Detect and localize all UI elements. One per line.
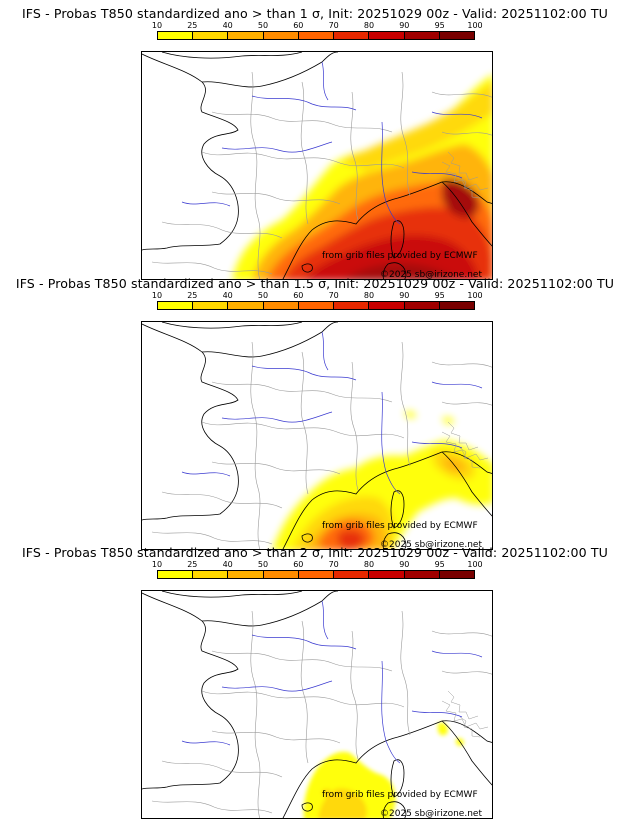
legend-tick: 95	[434, 560, 445, 569]
legend-swatch	[193, 32, 229, 39]
legend-swatch	[334, 571, 370, 578]
legend-tick: 100	[467, 291, 483, 300]
legend-swatch	[334, 32, 370, 39]
copyright-credit: ©2025 sb@irizone.net	[380, 809, 482, 819]
color-legend: 10 25 40 50 60 70 80 90 95 100	[152, 21, 483, 49]
panel-title: IFS - Probas T850 standardized ano > tha…	[21, 6, 608, 21]
legend-swatch	[404, 302, 440, 309]
legend-tick: 40	[222, 21, 233, 30]
legend-tick: 60	[293, 291, 304, 300]
legend-swatch	[193, 302, 229, 309]
legend-tick: 50	[257, 291, 269, 300]
legend-swatch	[298, 571, 335, 578]
copyright-credit: ©2025 sb@irizone.net	[380, 270, 482, 280]
panel-sigma-2: IFS - Probas T850 standardized ano > tha…	[0, 543, 630, 819]
legend-swatch	[263, 302, 299, 309]
legend-tick: 25	[187, 560, 198, 569]
legend-swatch	[404, 571, 440, 578]
legend-color-bar	[157, 31, 475, 40]
legend-color-bar	[157, 570, 475, 579]
legend-tick: 60	[293, 560, 304, 569]
legend-swatch	[228, 32, 264, 39]
legend-tick: 90	[399, 21, 410, 30]
probability-shading	[232, 75, 492, 279]
copyright-credit: ©2025 sb@irizone.net	[380, 540, 482, 550]
legend-swatch	[158, 571, 194, 578]
legend-tick: 10	[151, 291, 163, 300]
legend-tick: 70	[328, 560, 339, 569]
data-source-credit: from grib files provided by ECMWF	[322, 521, 478, 531]
legend-swatch	[298, 302, 335, 309]
legend-swatch	[369, 571, 405, 578]
legend-swatch	[369, 302, 405, 309]
color-legend: 10 25 40 50 60 70 80 90 95 100	[152, 560, 483, 588]
legend-tick: 25	[187, 291, 198, 300]
legend-tick: 95	[434, 21, 445, 30]
legend-swatch	[228, 571, 264, 578]
map-canvas	[142, 591, 492, 818]
legend-tick: 80	[363, 21, 375, 30]
panel-sigma-1-5: IFS - Probas T850 standardized ano > tha…	[0, 274, 630, 550]
legend-tick: 40	[222, 291, 233, 300]
map-canvas	[142, 52, 492, 279]
legend-tick: 10	[151, 21, 163, 30]
probability-shading	[303, 722, 464, 818]
legend-swatch	[439, 571, 474, 578]
legend-swatch	[404, 32, 440, 39]
legend-color-bar	[157, 301, 475, 310]
legend-swatch	[439, 302, 474, 309]
color-legend: 10 25 40 50 60 70 80 90 95 100	[152, 291, 483, 319]
legend-tick: 40	[222, 560, 233, 569]
legend-swatch	[228, 302, 264, 309]
legend-tick: 10	[151, 560, 163, 569]
legend-tick: 100	[467, 21, 483, 30]
legend-tick: 25	[187, 21, 198, 30]
legend-swatch	[334, 302, 370, 309]
legend-tick: 80	[363, 560, 375, 569]
legend-swatch	[193, 571, 229, 578]
data-source-credit: from grib files provided by ECMWF	[322, 790, 478, 800]
legend-swatch	[439, 32, 474, 39]
legend-tick: 100	[467, 560, 483, 569]
map-canvas	[142, 322, 492, 549]
legend-tick: 70	[328, 21, 339, 30]
legend-tick: 60	[293, 21, 304, 30]
legend-tick: 90	[399, 560, 410, 569]
legend-tick: 70	[328, 291, 339, 300]
legend-swatch	[263, 571, 299, 578]
panel-title: IFS - Probas T850 standardized ano > tha…	[21, 545, 608, 560]
probability-map: from grib files provided by ECMWF ©2025 …	[141, 51, 493, 280]
legend-tick: 90	[399, 291, 410, 300]
legend-tick: 80	[363, 291, 375, 300]
probability-map: from grib files provided by ECMWF ©2025 …	[141, 321, 493, 550]
legend-tick: 95	[434, 291, 445, 300]
legend-swatch	[263, 32, 299, 39]
legend-swatch	[158, 32, 194, 39]
panel-sigma-1: IFS - Probas T850 standardized ano > tha…	[0, 4, 630, 280]
legend-swatch	[298, 32, 335, 39]
legend-swatch	[158, 302, 194, 309]
panel-title: IFS - Probas T850 standardized ano > tha…	[15, 276, 615, 291]
legend-tick: 50	[257, 21, 269, 30]
legend-swatch	[369, 32, 405, 39]
legend-tick: 50	[257, 560, 269, 569]
probability-shading	[272, 411, 492, 549]
probability-map: from grib files provided by ECMWF ©2025 …	[141, 590, 493, 819]
data-source-credit: from grib files provided by ECMWF	[322, 251, 478, 261]
